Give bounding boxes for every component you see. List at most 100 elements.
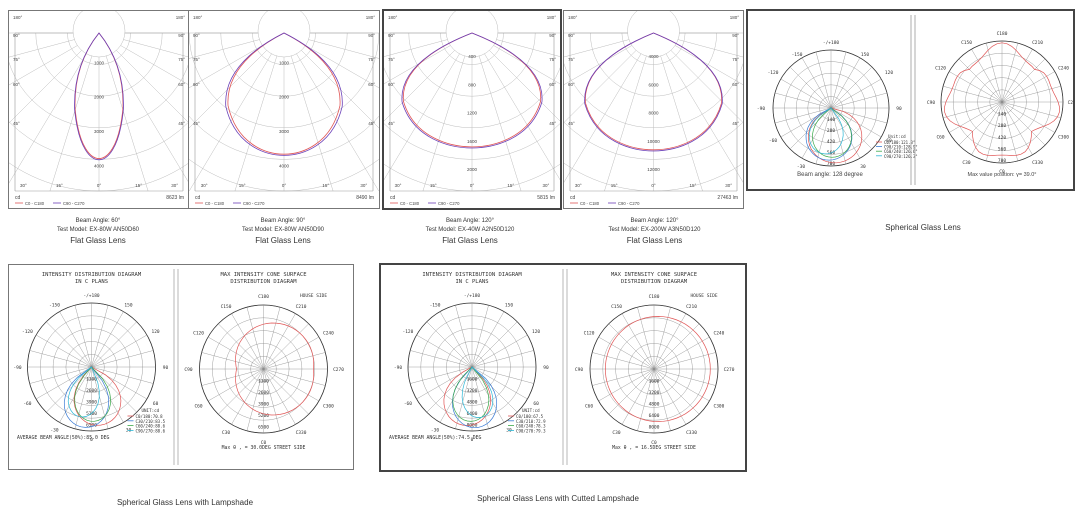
polar-spoke (830, 107, 861, 159)
ring-value: 6500 (258, 425, 269, 431)
angle-ray (189, 32, 285, 192)
right-title-line2: DISTRIBUTION DIAGRAM (621, 279, 688, 285)
polar-spoke (207, 336, 264, 370)
polar-spoke (830, 51, 847, 109)
curve-c60 (812, 107, 852, 158)
left-title-line1: INTENSITY DISTRIBUTION DIAGRAM (422, 272, 522, 278)
angle-label-right: 60° (178, 82, 185, 87)
cone-angle-label: C120 (584, 331, 595, 337)
polar-spoke (958, 58, 1003, 103)
unit-cd: cd (15, 195, 21, 201)
curve-c90 (452, 366, 498, 429)
polar-spoke (1001, 49, 1033, 103)
polar-angle-label: 120 (885, 70, 893, 76)
polar-spoke (201, 352, 264, 370)
polar-spoke (59, 311, 92, 368)
polar-spoke (986, 43, 1003, 103)
polar-spoke (971, 49, 1003, 103)
flat-lens-chart-2: 180° 180° 90° 90° 75° 75° 60° 60° 45° 45° 30° 15° 0°… (188, 10, 380, 209)
polar-spoke (1001, 43, 1018, 103)
polar-spoke (455, 305, 473, 368)
polar-spoke (774, 107, 832, 124)
polar-spoke (263, 368, 309, 415)
polar-angle-label: 0 (471, 437, 474, 443)
angle-label-right: 75° (732, 57, 739, 62)
polar-spoke (1001, 101, 1033, 155)
polar-spoke (592, 368, 655, 386)
cone-angle-label: C0 (261, 440, 267, 446)
top-cap (445, 11, 499, 58)
cutted-lampshade-title: Spherical Glass Lens with Cutted Lampsha… (477, 494, 639, 503)
house-side-label: HOUSE SIDE (300, 293, 327, 299)
polar-angle-label: -30 (797, 164, 805, 170)
cone-angle-label: C300 (323, 404, 334, 410)
ring-value: 4000 (279, 163, 290, 168)
polar-spoke (986, 101, 1003, 161)
lampshade-chart: INTENSITY DISTRIBUTION DIAGRAM IN C PLANS… (8, 264, 354, 470)
polar-angle-label: 60 (886, 138, 892, 144)
polar-spoke (263, 323, 309, 370)
spherical-lens-chart: -/+180 150 120 90 60 30 -30 -60 -90 -120 -150 140 28… (746, 9, 1075, 191)
lens-title: Flat Glass Lens (255, 236, 311, 245)
polar-angle-label: 60 (153, 401, 159, 407)
polar-angle-label: 120 (532, 329, 540, 335)
polar-spoke (653, 313, 687, 370)
polar-spoke (74, 366, 92, 429)
angle-label-right: 45° (732, 121, 739, 126)
legend-entry: C90/270:79.3 (516, 428, 546, 433)
angle-ray (653, 32, 743, 183)
angle-label-left: 180° (568, 15, 578, 20)
ring-value: 2600 (86, 388, 97, 394)
legend-c90: C90 - C270 (438, 201, 460, 206)
polar-angle-label: 150 (505, 303, 513, 309)
ring (384, 123, 560, 160)
polar-spoke (471, 321, 518, 368)
ring-value: 140 (827, 117, 835, 123)
polar-angle-label: -150 (792, 52, 803, 58)
polar-spoke (780, 78, 832, 109)
polar-spoke (263, 368, 281, 431)
ring-value: 700 (827, 161, 835, 167)
bottom-angle-label: 30° (395, 183, 402, 188)
polar-spoke (471, 366, 528, 400)
polar-spoke (958, 101, 1003, 146)
polar-angle-label: -120 (402, 329, 413, 335)
unit-label: UNIT:cd (142, 408, 160, 413)
polar-spoke (949, 101, 1003, 133)
angle-label-right: 60° (549, 82, 556, 87)
angle-label-left: 45° (568, 121, 575, 126)
ring-value: 280 (827, 128, 835, 134)
polar-spoke (207, 368, 264, 402)
ring-value: 800 (468, 82, 476, 87)
polar-spoke (471, 366, 489, 429)
average-beam-angle: AVERAGE BEAM ANGLE(50%):85.0 DEG (17, 435, 110, 441)
top-cap (257, 11, 311, 58)
polar-spoke (439, 311, 473, 368)
lampshade-title: Spherical Glass Lens with Lampshade (116, 498, 254, 507)
max-value-label: Max value position: γ= 39.0° (967, 172, 1036, 178)
bottom-angle-label: 30° (171, 183, 178, 188)
polar-spoke (35, 334, 92, 368)
curve-c90-270 (461, 366, 494, 418)
spherical-lens-title: Spherical Glass Lens (885, 223, 961, 232)
top-cap (627, 11, 680, 58)
ring-value: 2000 (279, 95, 290, 100)
bottom-angle-label: 30° (201, 183, 208, 188)
polar-spoke (246, 307, 264, 370)
polar-spoke (231, 368, 264, 425)
cone-angle-label: C90 (184, 367, 192, 373)
angle-ray (98, 32, 189, 184)
angle-label-left: 75° (193, 57, 200, 62)
polar-angle-label: -60 (404, 401, 412, 407)
bottom-angle-label: 15° (135, 183, 142, 188)
ring-value: 3200 (649, 390, 660, 396)
polar-spoke (91, 350, 154, 368)
flat-caption-1: Beam Angle: 60° Test Model: EX-80W AN50D… (28, 217, 168, 247)
polar-spoke (592, 352, 655, 370)
polar-spoke (201, 368, 264, 386)
cone-curve (944, 42, 1060, 156)
curve-c90 (63, 366, 110, 428)
ring-value: 2000 (94, 95, 105, 100)
polar-spoke (1001, 101, 1061, 118)
ring-value: 5200 (258, 413, 269, 419)
